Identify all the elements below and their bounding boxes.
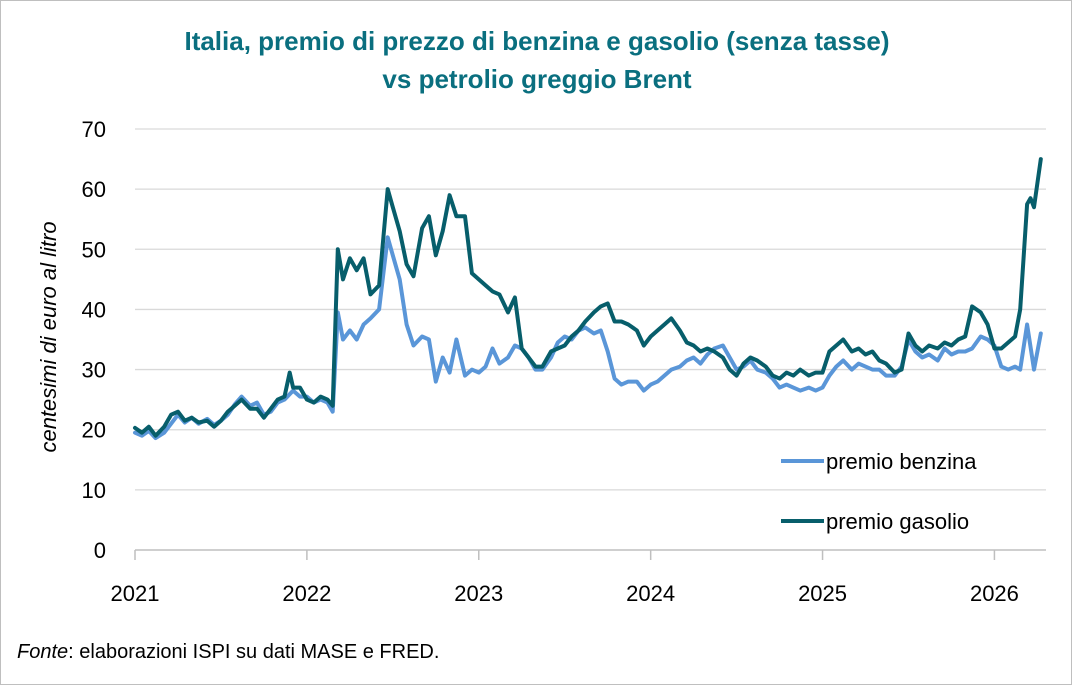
gridlines <box>135 128 1046 551</box>
source-label: Fonte <box>17 641 69 663</box>
y-tick-label-50: 50 <box>82 237 106 262</box>
series-line-gasolio <box>133 157 1043 438</box>
x-tick-label-2023: 2023 <box>454 581 503 606</box>
y-tick-label-70: 70 <box>82 117 106 142</box>
y-tick-label-20: 20 <box>82 418 106 443</box>
x-tick-label-2026: 2026 <box>970 581 1019 606</box>
legend-label-benzina: premio benzina <box>826 449 977 474</box>
series-line-benzina <box>133 235 1043 441</box>
x-axis-ticks: 2021 2022 2023 2024 2025 2026 <box>111 550 1019 606</box>
legend: premio benzina premio gasolio <box>781 449 977 534</box>
x-tick-label-2022: 2022 <box>282 581 331 606</box>
y-tick-label-60: 60 <box>82 177 106 202</box>
chart-title-line-1: Italia, premio di prezzo di benzina e ga… <box>184 26 889 56</box>
legend-label-gasolio: premio gasolio <box>826 509 969 534</box>
y-tick-label-10: 10 <box>82 478 106 503</box>
x-tick-label-2025: 2025 <box>798 581 847 606</box>
chart-title-line-2: vs petrolio greggio Brent <box>382 64 691 94</box>
source-text: : elaborazioni ISPI su dati MASE e FRED. <box>68 641 440 663</box>
y-tick-label-0: 0 <box>94 538 106 563</box>
y-tick-label-40: 40 <box>82 297 106 322</box>
y-axis-ticks: 0 10 20 30 40 50 60 70 <box>82 117 106 563</box>
y-axis-label: centesimi di euro al litro <box>36 221 61 452</box>
source-note: Fonte: elaborazioni ISPI su dati MASE e … <box>17 641 439 664</box>
series-lines <box>133 157 1043 441</box>
y-tick-label-30: 30 <box>82 358 106 383</box>
x-tick-label-2021: 2021 <box>111 581 160 606</box>
x-tick-label-2024: 2024 <box>626 581 675 606</box>
